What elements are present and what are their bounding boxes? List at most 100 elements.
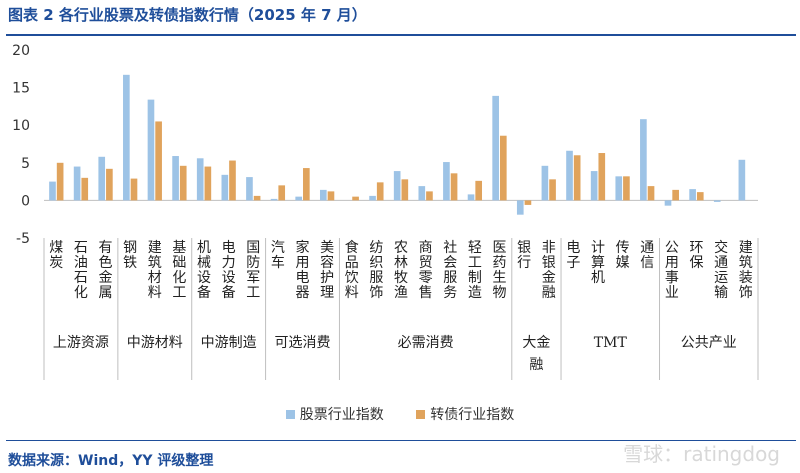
bar-stock <box>221 174 229 201</box>
bar-stock <box>443 162 450 201</box>
bar-cb <box>598 153 606 201</box>
bar-stock <box>640 119 647 201</box>
bar-stock <box>664 200 672 206</box>
y-tick-label: 10 <box>12 118 30 134</box>
x-category-label: 社会服务 <box>443 240 457 301</box>
bar-stock <box>369 195 376 201</box>
group-label: 可选消费 <box>275 335 331 351</box>
x-category-label: 商贸零售 <box>419 240 433 301</box>
x-category-label: 基础化工 <box>172 239 186 301</box>
bar-cb <box>253 195 261 201</box>
bar-stock <box>467 194 475 201</box>
legend-label-stock: 股票行业指数 <box>299 407 384 423</box>
bar-stock <box>541 165 549 201</box>
x-category-label: 纺织服饰 <box>369 240 383 301</box>
x-category-label: 电子 <box>566 240 580 271</box>
bar-stock <box>713 200 721 202</box>
bar-cb <box>573 155 581 201</box>
bar-cb <box>204 166 212 201</box>
bar-cb <box>327 191 335 201</box>
x-category-label: 轻工制造 <box>468 240 482 301</box>
bar-cb <box>130 178 138 201</box>
bar-stock <box>590 171 598 201</box>
x-category-label: 国防军工 <box>246 240 260 301</box>
bar-cb <box>229 160 236 201</box>
legend: 股票行业指数 转债行业指数 <box>0 404 800 424</box>
y-tick-label: 0 <box>21 193 30 209</box>
bar-stock <box>418 186 426 201</box>
group-label: 大金融 <box>522 335 550 373</box>
x-category-label: 煤炭 <box>49 240 63 271</box>
x-category-label: 有色金属 <box>99 240 113 301</box>
x-category-label: 环保 <box>689 240 703 271</box>
x-category-label: 钢铁 <box>123 240 137 271</box>
x-category-label: 电力设备 <box>222 240 236 301</box>
group-label: 公共产业 <box>681 335 737 351</box>
legend-item-cb: 转债行业指数 <box>416 404 514 424</box>
legend-swatch-cb <box>416 409 426 419</box>
x-category-label: 银行 <box>517 240 531 271</box>
bar-stock <box>492 95 499 201</box>
bar-cb <box>426 191 433 201</box>
legend-swatch-stock <box>285 409 295 419</box>
bar-cb <box>303 168 310 201</box>
axis-layer: -5 0 5 10 15 20 <box>12 43 759 380</box>
bar-cb <box>352 196 359 201</box>
bar-cb <box>623 176 630 201</box>
bar-cb <box>672 189 679 201</box>
title-divider <box>6 34 796 36</box>
x-category-label: 汽车 <box>271 240 285 271</box>
x-category-label: 建筑装饰 <box>739 240 753 301</box>
bar-stock <box>319 189 327 201</box>
watermark: 雪球：ratingdog <box>623 442 780 466</box>
bar-cb <box>376 182 384 201</box>
y-tick-label: 5 <box>21 156 30 172</box>
bar-stock <box>196 158 204 201</box>
x-category-label: 交通运输 <box>714 239 728 301</box>
bar-cb <box>155 121 162 201</box>
category-labels-layer: 煤炭石油石化有色金属钢铁建筑材料基础化工机械设备电力设备国防军工汽车家用电器美容… <box>49 239 752 373</box>
bar-cb <box>499 135 507 201</box>
x-category-label: 建筑材料 <box>148 240 162 301</box>
x-category-label: 非银金融 <box>542 240 556 301</box>
y-tick-label: -5 <box>16 231 30 247</box>
bar-cb <box>450 173 458 201</box>
group-label: TMT <box>594 335 628 351</box>
bar-stock <box>270 198 278 201</box>
bars-layer <box>49 74 746 215</box>
bar-stock <box>516 200 524 215</box>
group-label: 上游资源 <box>53 335 109 351</box>
bar-stock <box>73 166 81 201</box>
x-category-label: 家用电器 <box>296 239 310 301</box>
bar-cb <box>647 186 655 201</box>
bar-cb <box>81 177 89 201</box>
bar-stock <box>49 181 56 201</box>
bar-cb <box>475 180 483 201</box>
x-category-label: 公用事业 <box>665 240 679 301</box>
x-category-label: 机械设备 <box>197 240 211 301</box>
legend-label-cb: 转债行业指数 <box>430 407 515 423</box>
bar-stock <box>295 196 303 201</box>
x-category-label: 通信 <box>640 240 654 271</box>
bar-chart: -5 0 5 10 15 20 煤炭石油石化有色金属钢铁建筑材料基础化工机械设备电力设备国… <box>12 43 759 380</box>
x-category-label: 石油石化 <box>74 240 88 301</box>
x-category-label: 传媒 <box>616 240 630 271</box>
bar-cb <box>106 168 113 201</box>
x-category-label: 食品饮料 <box>345 239 359 301</box>
bar-stock <box>147 99 155 201</box>
bar-cb <box>278 185 286 201</box>
bar-cb <box>56 162 64 201</box>
bar-stock <box>246 177 253 201</box>
legend-item-stock: 股票行业指数 <box>285 404 384 424</box>
x-category-label: 美容护理 <box>320 240 334 301</box>
x-category-label: 计算机 <box>591 240 605 286</box>
bar-stock <box>615 176 623 201</box>
chart-title: 图表 2 各行业股票及转债指数行情（2025 年 7 月） <box>8 6 367 24</box>
bar-cb <box>401 179 409 201</box>
bar-cb <box>179 165 187 201</box>
group-label: 必需消费 <box>398 335 454 351</box>
y-tick-label: 20 <box>12 43 30 59</box>
bar-stock <box>98 156 106 201</box>
bar-stock <box>123 74 130 201</box>
group-label: 中游材料 <box>127 335 183 351</box>
